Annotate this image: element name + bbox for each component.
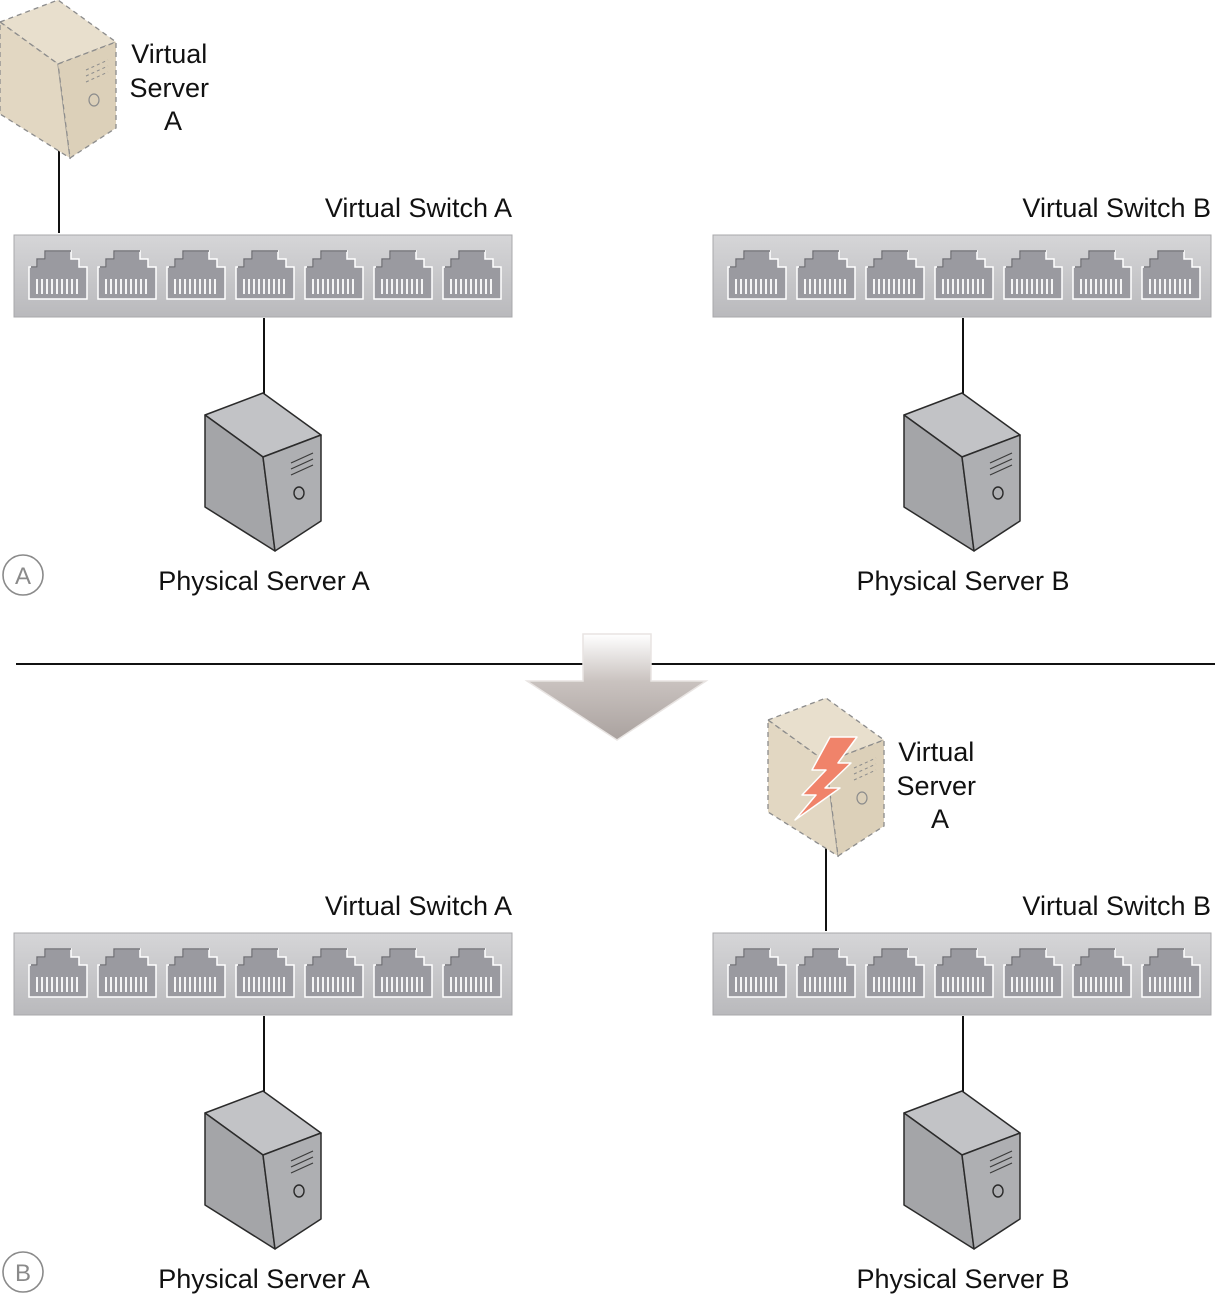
panel-a: Virtual Server A Virtual Switch A Physic… <box>0 0 1212 596</box>
migration-arrow-icon <box>524 633 709 741</box>
virtual-switch-b-label: Virtual Switch B <box>1022 193 1211 223</box>
panel-badge-circle <box>2 1251 44 1293</box>
physical-server-a-icon <box>204 1090 322 1250</box>
virtual-server-label: Virtual Server A <box>896 737 983 834</box>
physical-server-b-label: Physical Server B <box>856 1264 1069 1294</box>
virtual-server-label: Virtual Server A <box>129 39 216 136</box>
physical-server-a-label: Physical Server A <box>158 1264 370 1294</box>
physical-server-b-icon <box>903 1090 1021 1250</box>
panel-badge-a: A <box>15 563 31 590</box>
virtual-switch-b <box>712 932 1212 1016</box>
virtual-switch-a-label: Virtual Switch A <box>325 891 512 921</box>
panel-badge-circle <box>2 554 44 596</box>
physical-server-b-label: Physical Server B <box>856 566 1069 596</box>
virtual-switch-b-label: Virtual Switch B <box>1022 891 1211 921</box>
virtual-switch-a <box>13 932 513 1016</box>
virtual-switch-a-label: Virtual Switch A <box>325 193 512 223</box>
physical-server-a-label: Physical Server A <box>158 566 370 596</box>
virtual-switch-b <box>712 234 1212 318</box>
virtual-server-icon <box>0 0 117 159</box>
panel-badge-b: B <box>15 1260 31 1287</box>
physical-server-a-icon <box>204 392 322 552</box>
panel-b: Virtual Switch A Physical Server A Virtu… <box>2 697 1212 1294</box>
virtual-switch-a <box>13 234 513 318</box>
physical-server-b-icon <box>903 392 1021 552</box>
failure-bolt-icon <box>794 736 858 821</box>
